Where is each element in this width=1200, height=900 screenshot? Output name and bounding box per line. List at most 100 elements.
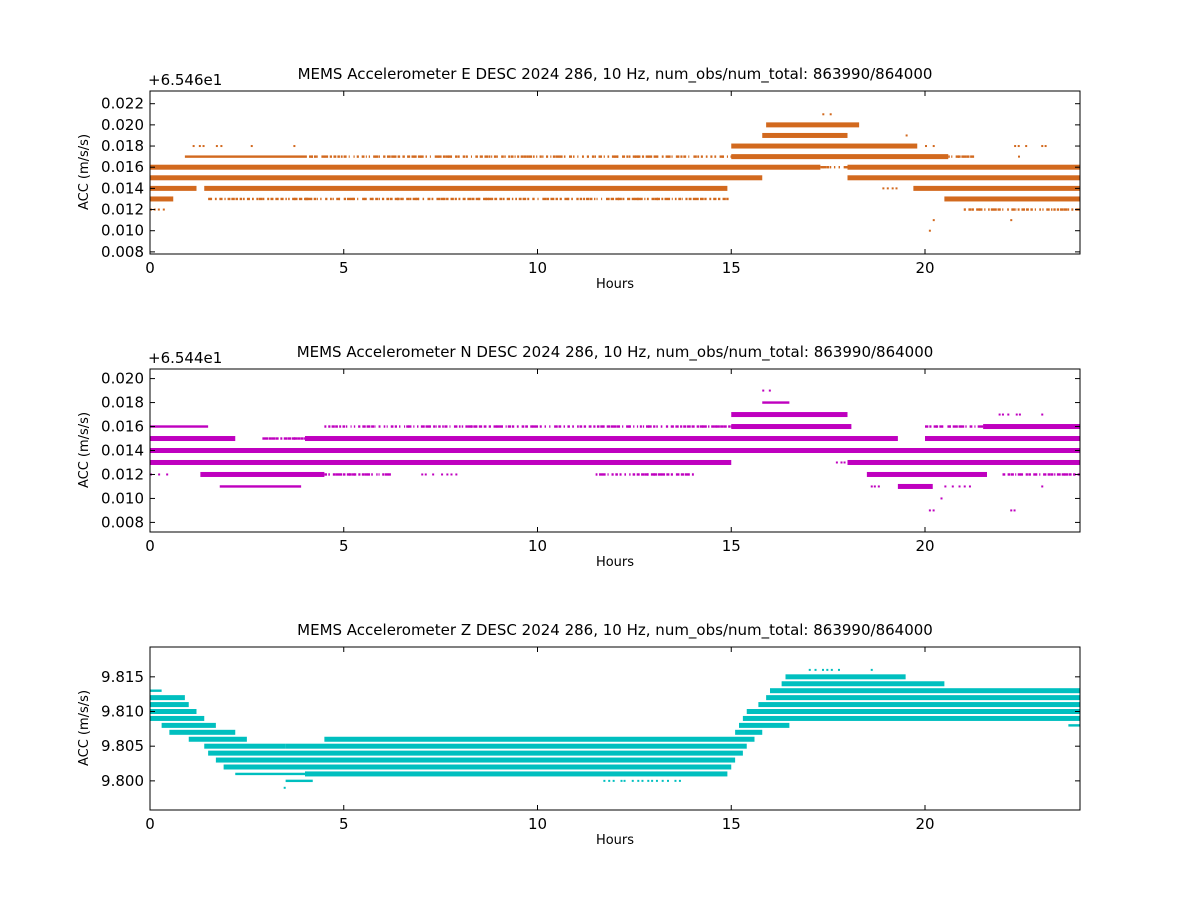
data-point [939,425,943,428]
data-point [1068,473,1072,476]
data-point [628,425,631,428]
data-point [586,197,590,201]
data-point [386,425,388,428]
data-point [948,155,950,158]
data-point [364,197,367,201]
data-point [366,425,371,428]
data-point [493,155,497,158]
data-point [678,779,681,782]
data-point [324,473,328,476]
data-point [1039,473,1041,476]
data-point [256,197,259,201]
data-point [837,668,840,671]
data-point [594,155,596,158]
data-point [576,197,579,201]
data-point [1015,473,1017,476]
data-point [1011,208,1015,211]
data-point [925,145,927,148]
data-point [280,437,283,440]
data-point [1061,473,1065,476]
data-point [505,425,507,428]
data-point [627,197,631,201]
data-band [223,764,732,770]
data-point [350,425,352,428]
data-point [386,155,391,158]
y-axis-label: ACC (m/s/s) [77,412,92,488]
data-point [1042,208,1044,211]
x-tick-label: 10 [528,259,547,277]
data-point [665,155,669,158]
data-point [942,425,944,428]
data-point [808,668,811,671]
y-tick-label: 0.020 [101,370,144,388]
data-band [219,485,302,488]
data-point [365,155,367,158]
data-point [343,473,346,476]
data-band [204,743,286,749]
data-point [593,425,596,428]
data-point [704,425,707,428]
data-point [573,155,575,158]
data-point [346,473,351,476]
data-point [998,413,1001,416]
data-point [496,155,498,158]
data-point [956,425,958,428]
data-point [530,425,534,428]
data-point [442,425,444,428]
data-point [535,425,539,428]
data-point [665,425,669,428]
data-point [462,197,466,201]
data-point [564,197,569,201]
data-point [346,197,351,201]
x-tick-label: 10 [528,815,547,833]
data-point [270,197,274,201]
data-point [488,197,492,201]
data-point [367,473,371,476]
data-point [310,197,313,201]
data-point [645,155,649,158]
data-point [654,197,658,201]
data-point [961,155,965,158]
data-point [532,425,536,428]
data-band [161,722,216,728]
data-point [1030,208,1033,211]
data-point [702,425,706,428]
data-point [394,425,397,428]
data-point [678,197,681,201]
data-point [577,425,579,428]
data-point [971,208,974,211]
data-point [537,197,539,201]
data-band [285,779,313,783]
data-point [1015,208,1017,211]
data-point [484,155,489,158]
y-tick-label: 0.020 [101,116,144,134]
data-point [1067,208,1070,211]
data-band [150,459,732,465]
data-point [378,155,380,158]
data-point [336,197,340,201]
data-point [406,425,410,428]
data-band [762,401,790,404]
data-point [968,208,972,211]
data-point [622,155,626,158]
data-point [384,473,389,476]
y-tick-label: 0.012 [101,201,144,219]
data-point [478,425,483,428]
data-point [414,155,417,158]
data-point [960,425,965,428]
data-point [688,155,690,158]
data-point [969,425,973,428]
data-point [448,155,452,158]
data-point [820,166,824,169]
data-point [420,155,424,158]
data-point [417,155,422,158]
data-point [843,166,848,169]
data-point [958,485,961,488]
data-point [231,197,235,201]
data-point [533,155,535,158]
y-tick-label: 0.008 [101,513,144,531]
data-point [671,197,673,201]
data-point [227,197,231,201]
data-band [742,715,1080,721]
data-band [169,729,236,735]
